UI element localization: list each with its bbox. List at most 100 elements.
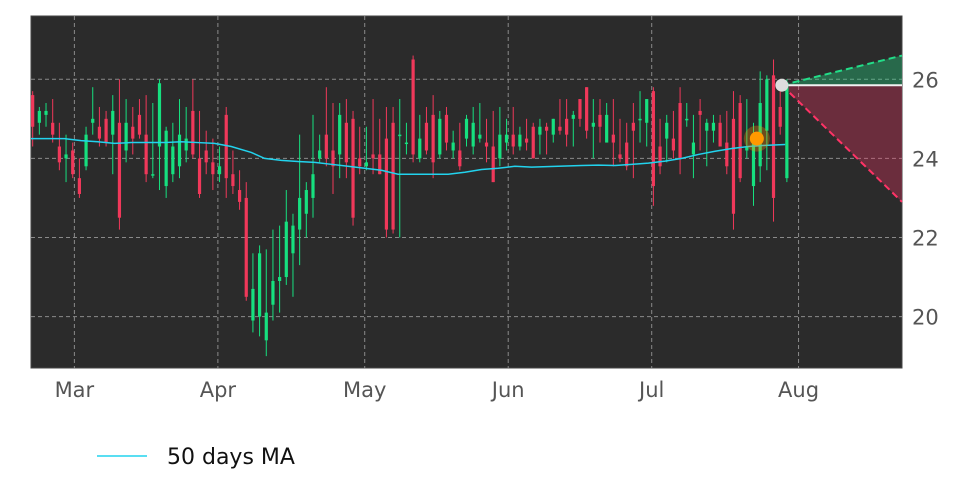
candle-body [778,106,782,127]
candle-body [444,114,449,143]
candle-body [558,126,562,131]
candle-body [464,118,469,139]
candle-body [291,225,295,254]
candle-body [358,158,362,167]
candle-body [91,118,95,123]
y-tick-label: 20 [912,306,939,330]
candle-body [137,114,142,135]
candle-body [471,122,475,147]
candle-body [491,146,495,183]
candle-body [351,118,355,218]
candle-body [565,118,569,135]
ma-line-group [31,137,786,175]
candle-body [578,99,582,119]
candle-body [344,122,348,163]
candle-body [504,134,509,143]
candle-body [264,312,268,341]
candle-body [338,114,342,155]
candle-body [171,146,175,175]
candle-body [257,253,262,317]
candle-body [117,122,122,218]
candle-body [324,134,328,159]
x-tick-label: Jun [490,378,525,402]
candle-body [384,138,389,230]
forecast-cone [781,54,903,203]
y-tick-label: 26 [912,68,939,92]
candle-body [371,154,375,159]
candle-body [524,138,529,143]
candle-body [685,118,689,121]
candle-body [438,118,442,155]
candle-body [31,95,35,127]
candle-body [77,178,81,194]
candlesticks [31,55,789,357]
candle-body [411,59,415,155]
candle-body [625,142,629,167]
candle-body [424,122,429,151]
candle-body [404,142,409,145]
candle-body [37,110,41,123]
candle-body [151,174,155,176]
candle-body [244,197,248,297]
candle-body [64,154,68,159]
candle-body [484,142,489,147]
x-tick-label: Jul [637,378,664,402]
candle-body [751,138,756,187]
candle-body [164,130,168,187]
x-tick-label: Mar [55,378,95,402]
x-tick-label: Aug [778,378,819,402]
candle-body [585,87,589,131]
candle-body [738,103,742,179]
candle-body [691,142,696,155]
candle-body [398,134,402,137]
candle-body [271,280,275,305]
candle-body [645,99,649,123]
candle-body [144,134,148,175]
x-tick-label: Apr [200,378,237,402]
candle-body [458,150,462,167]
candle-body [197,158,202,194]
forecast-start-point [775,78,789,92]
markers [743,78,789,152]
forecast-lower-area [781,85,902,202]
candle-body [184,138,188,151]
y-axis-labels: 20 22 24 26 [912,68,939,329]
candle-body [211,162,215,175]
candle-body [124,122,128,151]
candle-body [771,75,776,198]
candle-body [678,103,682,159]
legend-ma-label: 50 days MA [167,445,295,470]
candle-body [177,134,182,167]
candle-body [251,288,255,321]
candle-body [231,174,235,187]
candle-body [605,114,609,143]
candle-body [598,114,602,127]
candle-body [611,134,615,143]
candle-body [765,79,769,131]
candle-body [157,83,162,147]
candle-body [711,122,716,131]
candle-body [571,114,575,119]
candle-body [111,110,115,135]
candle-body [665,122,669,139]
y-tick-label: 24 [912,147,939,171]
candle-body [51,122,55,135]
candle-body [311,174,315,198]
candle-body [224,114,228,179]
candle-body [511,134,515,147]
candle-body [217,166,222,175]
candle-body [318,150,322,159]
candle-body [631,122,635,131]
candle-body [331,150,335,167]
candle-body [391,122,395,230]
candle-body [57,146,61,163]
candle-body [478,134,482,139]
candle-body [518,134,522,147]
ma50-line [31,137,786,175]
candle-body [44,110,48,115]
candle-body [551,118,555,135]
y-tick-label: 22 [912,226,939,250]
candle-body [364,162,368,167]
candle-body [131,126,135,139]
